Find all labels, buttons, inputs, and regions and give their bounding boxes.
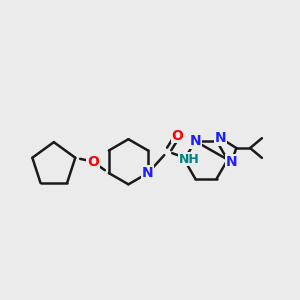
Text: N: N [142,166,154,180]
Text: N: N [189,134,201,148]
Text: N: N [226,155,237,169]
Text: O: O [87,155,99,169]
Text: N: N [215,131,226,145]
Text: NH: NH [179,153,200,166]
Text: O: O [172,129,183,143]
